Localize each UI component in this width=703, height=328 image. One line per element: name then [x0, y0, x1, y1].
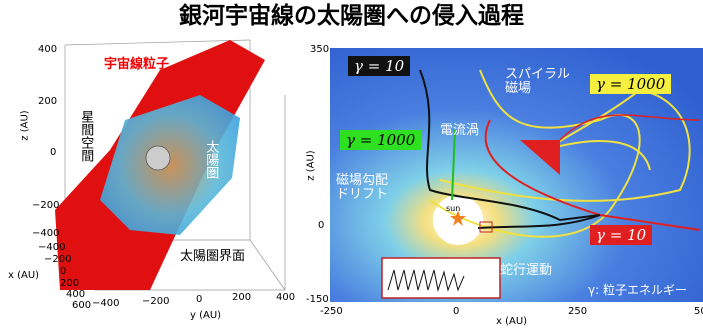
x-axis-label: x (AU) — [8, 270, 39, 281]
current-vortex-label: 電流渦 — [440, 124, 479, 138]
z-tick: 350 — [310, 44, 329, 55]
gradient-drift-label: 磁場勾配 ドリフト — [336, 174, 388, 203]
sun-label: sun — [446, 205, 460, 214]
z-tick: -150 — [306, 294, 329, 305]
energy-note: γ: 粒子エネルギー — [588, 284, 687, 297]
heliopause-label: 太陽圏界面 — [180, 250, 245, 264]
y-tick: 200 — [232, 292, 251, 303]
z-axis-label: z (AU) — [306, 150, 317, 180]
z-tick: 0 — [318, 220, 324, 231]
meander-label: 蛇行運動 — [500, 264, 552, 278]
spiral-field-label: スパイラル 磁場 — [505, 68, 570, 97]
x-tick: −200 — [44, 254, 71, 265]
x-axis-label: x (AU) — [496, 316, 527, 327]
x-tick: 0 — [453, 306, 459, 317]
z-tick: −200 — [32, 200, 59, 211]
heliosphere-surface — [100, 95, 240, 235]
x-tick: 250 — [568, 306, 587, 317]
page: 銀河宇宙線の太陽圏への侵入過程 宇宙線粒子 星間空間 太陽圏 太陽圏界面 z (… — [0, 0, 703, 328]
x-tick: 200 — [60, 278, 79, 289]
z-axis-label: z (AU) — [20, 110, 31, 140]
y-tick: 0 — [196, 294, 202, 305]
z-tick: 200 — [38, 96, 57, 107]
gamma-label: γ = 10 — [348, 56, 410, 76]
interstellar-label: 星間空間 — [78, 110, 92, 162]
gamma-label: γ = 10 — [590, 225, 652, 245]
x-tick: 400 — [66, 289, 85, 300]
gamma-label: γ = 1000 — [590, 74, 671, 94]
y-tick: −200 — [142, 296, 169, 307]
x-tick: 500 — [694, 306, 703, 317]
x-tick: −400 — [38, 242, 65, 253]
cosmic-ray-label: 宇宙線粒子 — [104, 58, 169, 72]
title: 銀河宇宙線の太陽圏への侵入過程 — [0, 4, 703, 29]
y-tick: −400 — [92, 298, 119, 309]
heliosphere-label: 太陽圏 — [203, 140, 217, 179]
x-tick: 0 — [60, 266, 66, 277]
sphere — [146, 146, 170, 170]
gamma-label: γ = 1000 — [340, 130, 421, 150]
figure-graphics — [0, 0, 703, 328]
z-tick: 0 — [50, 147, 56, 158]
x-tick: -250 — [320, 306, 343, 317]
y-tick: 400 — [276, 292, 295, 303]
y-axis-label: y (AU) — [190, 310, 221, 321]
z-tick: 400 — [38, 44, 57, 55]
z-tick: −400 — [32, 228, 59, 239]
x-tick: 600 — [72, 300, 91, 311]
